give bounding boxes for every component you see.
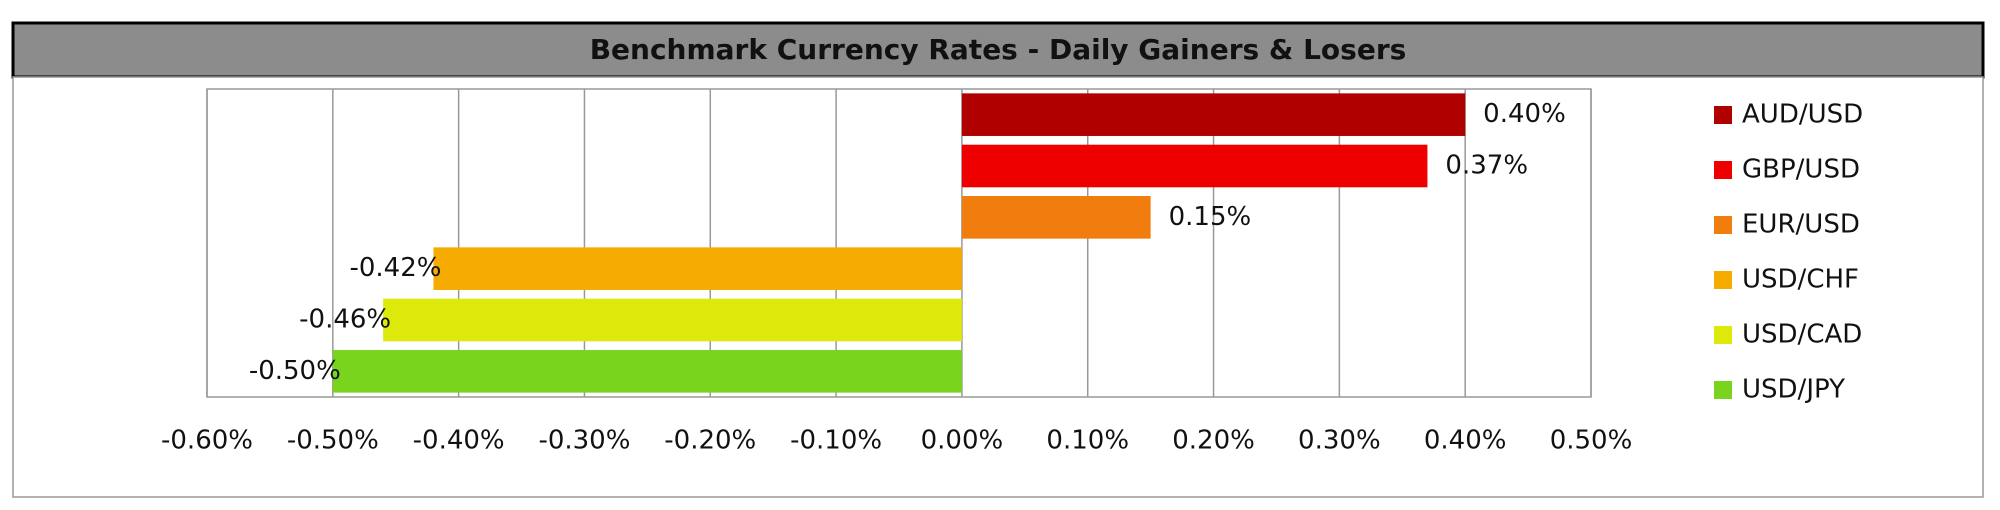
- bar: [433, 247, 962, 290]
- x-tick-label: -0.50%: [287, 426, 379, 456]
- data-label: -0.50%: [249, 356, 341, 386]
- legend-swatch: [1714, 106, 1732, 124]
- data-label: -0.42%: [349, 253, 441, 283]
- legend-swatch: [1714, 326, 1732, 344]
- x-tick-label: 0.50%: [1550, 426, 1633, 456]
- data-label: -0.46%: [299, 305, 391, 335]
- title-bar: [11, 21, 1985, 79]
- x-tick-label: -0.20%: [664, 426, 756, 456]
- legend-swatch: [1714, 271, 1732, 289]
- legend-label: USD/JPY: [1742, 375, 1845, 405]
- data-label: 0.40%: [1483, 99, 1566, 129]
- legend-label: USD/CHF: [1742, 265, 1859, 295]
- data-label: 0.37%: [1445, 151, 1528, 181]
- chart-title: Benchmark Currency Rates - Daily Gainers…: [590, 33, 1407, 66]
- bar: [961, 196, 1151, 239]
- bar: [332, 350, 962, 393]
- bar: [961, 144, 1428, 188]
- x-tick-label: 0.20%: [1172, 426, 1255, 456]
- x-tick-label: 0.40%: [1424, 426, 1507, 456]
- legend-label: GBP/USD: [1742, 155, 1860, 185]
- x-tick-label: -0.60%: [161, 426, 253, 456]
- x-tick-label: 0.30%: [1298, 426, 1381, 456]
- bar: [961, 93, 1466, 136]
- bar: [383, 298, 962, 342]
- plot-area: [206, 88, 1592, 398]
- legend-swatch: [1714, 381, 1732, 399]
- x-tick-label: -0.30%: [538, 426, 630, 456]
- x-tick-label: -0.40%: [413, 426, 505, 456]
- legend-swatch: [1714, 161, 1732, 179]
- legend-label: AUD/USD: [1742, 100, 1863, 130]
- legend-swatch: [1714, 216, 1732, 234]
- data-label: 0.15%: [1169, 202, 1252, 232]
- legend-label: USD/CAD: [1742, 320, 1862, 350]
- x-tick-label: 0.10%: [1046, 426, 1129, 456]
- x-tick-label: -0.10%: [790, 426, 882, 456]
- x-tick-label: 0.00%: [921, 426, 1004, 456]
- legend-label: EUR/USD: [1742, 210, 1860, 240]
